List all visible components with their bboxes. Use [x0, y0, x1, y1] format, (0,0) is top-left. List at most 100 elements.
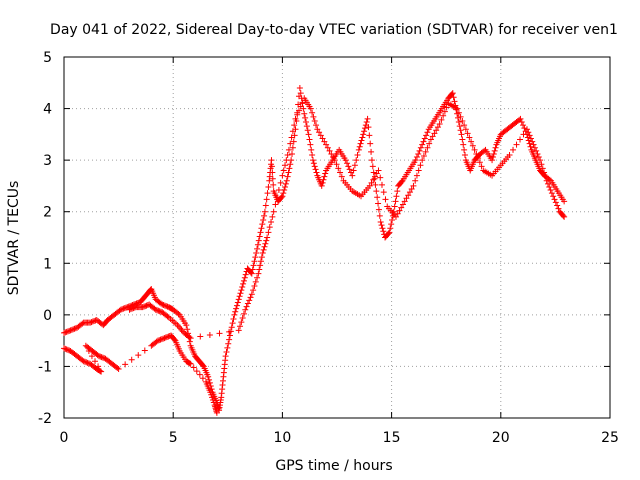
data-point [295, 107, 302, 114]
x-tick-label: 20 [492, 430, 510, 446]
data-point [264, 190, 271, 197]
data-point [196, 371, 203, 378]
data-point [265, 183, 272, 190]
data-point [319, 179, 326, 186]
data-point [287, 140, 294, 147]
data-point [142, 303, 149, 310]
data-point [261, 208, 268, 215]
data-point [461, 122, 468, 129]
data-point [410, 182, 417, 189]
data-point [366, 182, 373, 189]
data-point [353, 157, 360, 164]
data-point [459, 117, 466, 124]
data-point [254, 245, 261, 252]
data-point [62, 329, 69, 336]
data-point [269, 169, 276, 176]
data-point [481, 147, 488, 154]
data-point [529, 138, 536, 145]
data-point [290, 138, 297, 145]
data-point [361, 128, 368, 135]
data-point [367, 140, 374, 147]
data-point [224, 344, 231, 351]
data-point [531, 144, 538, 151]
data-point [157, 336, 164, 343]
data-point [259, 249, 266, 256]
data-point [321, 173, 328, 180]
data-point [360, 131, 367, 138]
data-point [280, 190, 287, 197]
data-point [510, 146, 517, 153]
data-point [80, 358, 87, 365]
data-point [294, 111, 301, 118]
data-point [459, 136, 466, 143]
data-point [344, 160, 351, 167]
data-point [67, 327, 74, 334]
y-tick-label: 5 [43, 50, 52, 66]
data-point [560, 212, 567, 219]
data-point [241, 274, 248, 281]
data-point [277, 179, 284, 186]
data-point [263, 196, 270, 203]
data-point [117, 306, 124, 313]
data-point [236, 293, 243, 300]
data-point [473, 150, 480, 157]
data-point [97, 368, 104, 375]
data-point [546, 176, 553, 183]
data-point [441, 108, 448, 115]
data-point [491, 147, 498, 154]
data-point [175, 323, 182, 330]
data-point [186, 360, 193, 367]
data-point [422, 148, 429, 155]
data-point [274, 194, 281, 201]
data-point [62, 345, 69, 352]
data-point [287, 161, 294, 168]
y-axis-label: SDTVAR / TECUs [6, 181, 22, 296]
data-point [262, 202, 269, 209]
data-point [311, 117, 318, 124]
data-point [171, 336, 178, 343]
data-point [454, 114, 461, 121]
data-point [160, 335, 167, 342]
data-point [282, 180, 289, 187]
data-point [476, 159, 483, 166]
data-point [240, 310, 247, 317]
data-point [544, 180, 551, 187]
data-point [561, 213, 568, 220]
data-point [376, 212, 383, 219]
data-point [207, 389, 214, 396]
data-point [285, 146, 292, 153]
data-point [289, 150, 296, 157]
data-point [251, 258, 258, 265]
data-point [283, 157, 290, 164]
data-point [461, 146, 468, 153]
data-point [184, 326, 191, 333]
data-point [239, 314, 246, 321]
data-point [279, 172, 286, 179]
data-point [359, 134, 366, 141]
data-point [251, 282, 258, 289]
data-point [443, 104, 450, 111]
y-tick-label: -2 [38, 411, 52, 427]
y-tick-label: 0 [43, 308, 52, 324]
data-point [270, 181, 277, 188]
data-point [429, 133, 436, 140]
data-point [128, 356, 135, 363]
data-point [209, 396, 216, 403]
data-point [433, 127, 440, 134]
data-point [517, 115, 524, 122]
data-point [380, 228, 387, 235]
y-tick-label: 1 [43, 256, 52, 272]
data-point [520, 122, 527, 129]
data-point [521, 125, 528, 132]
series-mid-branch [126, 95, 568, 342]
data-point [398, 204, 405, 211]
data-point [370, 176, 377, 183]
data-point [373, 188, 380, 195]
data-point [119, 306, 126, 313]
data-point [451, 98, 458, 105]
data-point [415, 167, 422, 174]
grid [64, 57, 610, 418]
data-point [377, 219, 384, 226]
data-point [289, 128, 296, 135]
data-point [322, 170, 329, 177]
